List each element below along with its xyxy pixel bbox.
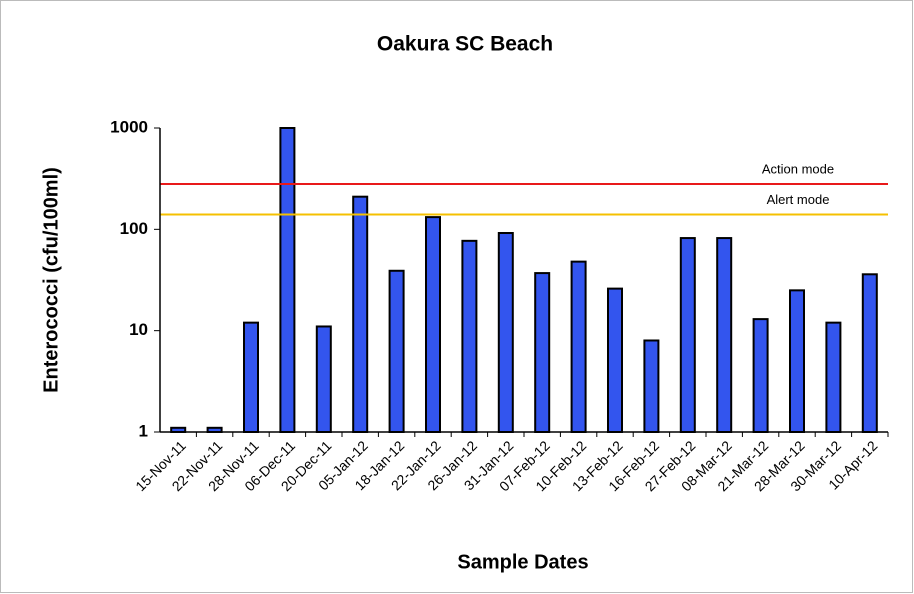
- chart-title: Oakura SC Beach: [377, 33, 553, 56]
- bar: [425, 216, 441, 433]
- y-tick-label: 1: [139, 421, 148, 440]
- bar: [716, 237, 733, 433]
- bar: [388, 269, 405, 433]
- bar: [279, 127, 296, 433]
- bar: [534, 272, 551, 433]
- reference-label: Action mode: [762, 161, 834, 176]
- bar: [570, 260, 587, 433]
- bar: [243, 321, 259, 434]
- bar: [679, 237, 696, 433]
- bar: [861, 273, 878, 433]
- bar: [643, 339, 660, 433]
- bar: [752, 318, 769, 433]
- y-axis-title: Enterococci (cfu/100ml): [40, 167, 62, 393]
- reference-label: Alert mode: [767, 192, 830, 207]
- bar: [352, 195, 369, 433]
- y-tick-label: 10: [129, 320, 148, 339]
- bar: [825, 321, 842, 434]
- bar: [315, 325, 332, 433]
- bar: [461, 239, 478, 433]
- x-axis-title: Sample Dates: [457, 551, 588, 573]
- bar: [497, 232, 514, 433]
- bar: [789, 289, 805, 433]
- bar: [607, 287, 623, 433]
- y-tick-label: 100: [120, 219, 148, 238]
- y-tick-label: 1000: [110, 117, 148, 136]
